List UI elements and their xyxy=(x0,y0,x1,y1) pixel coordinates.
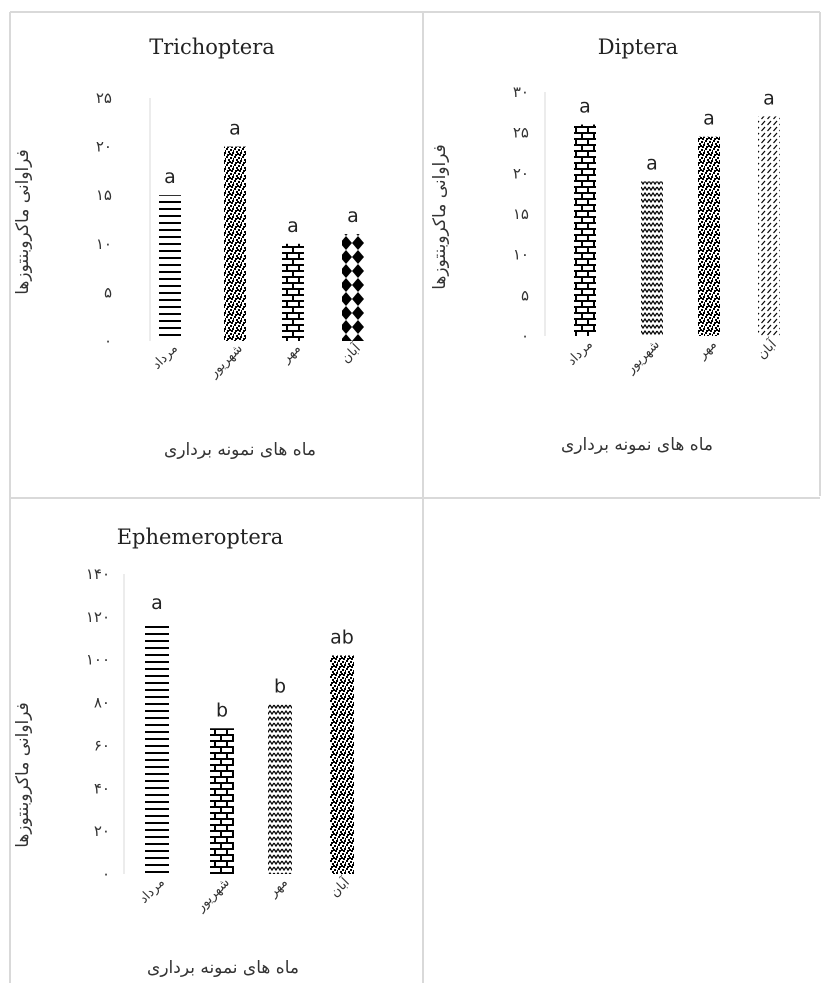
y-tick-label: ۲۰ xyxy=(94,822,110,840)
bar xyxy=(282,243,304,341)
bar xyxy=(574,124,596,337)
y-axis-label: فراوانی ماکروبنتوزها xyxy=(13,702,33,848)
x-axis-label: ماه های نمونه برداری xyxy=(147,958,299,978)
y-tick-label: ۱۰ xyxy=(96,235,112,253)
x-tick-label: مرداد xyxy=(149,341,180,372)
significance-label: a xyxy=(763,87,775,109)
x-tick-label: مرداد xyxy=(564,337,595,368)
y-tick-label: ۲۰ xyxy=(513,164,529,182)
y-tick-label: ۳۰ xyxy=(513,83,529,101)
x-tick-label: آبان xyxy=(326,873,354,901)
bar xyxy=(330,655,354,874)
significance-label: a xyxy=(646,152,658,174)
bar xyxy=(342,234,364,341)
y-tick-label: ۵ xyxy=(521,286,529,304)
x-tick-label: مهر xyxy=(265,875,291,901)
x-tick-label: مهر xyxy=(278,341,304,367)
significance-label: b xyxy=(216,699,228,721)
chart-panel-ephemeroptera: Ephemeroptera ۰ ۲۰ ۴۰ ۶۰ ۸۰ ۱۰۰ ۱۲۰ ۱۴۰ فراوانی م… xyxy=(10,500,422,983)
significance-label: a xyxy=(229,118,241,140)
y-tick-label: ۱۵ xyxy=(96,186,112,204)
y-tick-label: ۶۰ xyxy=(94,736,110,754)
y-tick-label: ۱۰ xyxy=(513,246,529,264)
bar xyxy=(159,195,181,341)
significance-label: a xyxy=(703,108,715,130)
bar xyxy=(698,136,720,336)
significance-label: a xyxy=(151,592,163,614)
y-tick-label: ۴۰ xyxy=(94,779,110,797)
significance-label: a xyxy=(164,166,176,188)
x-tick-label: مهر xyxy=(694,337,720,363)
x-tick-label: شهریور xyxy=(623,337,663,377)
significance-label: b xyxy=(274,676,286,698)
bar xyxy=(758,116,780,337)
y-tick-label: ۲۵ xyxy=(513,124,529,142)
chart-trichoptera: Trichoptera ۰ ۵ ۱۰ ۱۵ ۲۰ ۲۵ فراوانی ماکروبنتوزه… xyxy=(13,35,365,460)
chart-ephemeroptera: Ephemeroptera ۰ ۲۰ ۴۰ ۶۰ ۸۰ ۱۰۰ ۱۲۰ ۱۴۰ فراوانی م… xyxy=(13,525,354,978)
x-axis-label: ماه های نمونه برداری xyxy=(164,440,316,460)
chart-panel-trichoptera: Trichoptera ۰ ۵ ۱۰ ۱۵ ۲۰ ۲۵ فراوانی ماکروبنتوزه… xyxy=(10,12,422,499)
x-tick-label: آبان xyxy=(753,335,781,363)
y-tick-label: ۱۲۰ xyxy=(86,608,110,626)
chart-panel-diptera: Diptera ۰ ۵ ۱۰ ۱۵ ۲۰ ۲۵ ۳۰ فراوانی ماکروبنتوزها a… xyxy=(425,12,820,496)
y-tick-label: ۰ xyxy=(521,327,529,345)
x-tick-label: شهریور xyxy=(206,341,246,381)
bar xyxy=(224,146,246,341)
y-tick-label: ۲۵ xyxy=(96,89,112,107)
significance-label: a xyxy=(347,205,359,227)
bar xyxy=(145,621,169,874)
significance-label: ab xyxy=(330,626,354,648)
x-tick-label: مرداد xyxy=(136,875,167,906)
x-tick-label: شهریور xyxy=(193,875,233,915)
y-tick-label: ۱۵ xyxy=(513,205,529,223)
y-axis-label: فراوانی ماکروبنتوزها xyxy=(13,149,33,295)
y-axis-label: فراوانی ماکروبنتوزها xyxy=(430,144,450,290)
bar xyxy=(268,704,292,874)
y-tick-label: ۵ xyxy=(104,283,112,301)
x-axis-label: ماه های نمونه برداری xyxy=(561,435,713,455)
y-tick-label: ۸۰ xyxy=(94,694,110,712)
y-tick-label: ۱۴۰ xyxy=(86,565,110,583)
chart-title: Diptera xyxy=(598,35,678,59)
chart-diptera: Diptera ۰ ۵ ۱۰ ۱۵ ۲۰ ۲۵ ۳۰ فراوانی ماکروبنتوزها a… xyxy=(430,35,781,455)
bar xyxy=(641,181,663,336)
y-tick-label: ۲۰ xyxy=(96,138,112,156)
chart-title: Trichoptera xyxy=(149,35,275,59)
x-tick-label: آبان xyxy=(337,339,365,367)
significance-label: a xyxy=(287,215,299,237)
y-tick-label: ۱۰۰ xyxy=(86,651,110,669)
y-tick-label: ۰ xyxy=(104,332,112,350)
chart-title: Ephemeroptera xyxy=(117,525,284,549)
significance-label: a xyxy=(579,96,591,118)
bar xyxy=(210,728,234,874)
y-tick-label: ۰ xyxy=(102,865,110,883)
